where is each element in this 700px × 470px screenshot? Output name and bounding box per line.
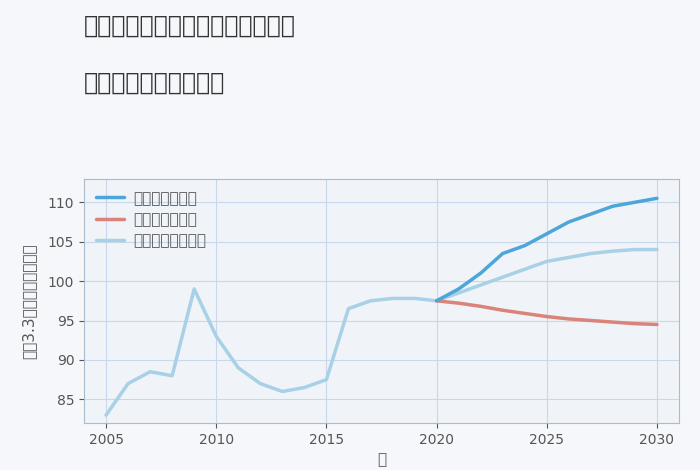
ノーマルシナリオ	[389, 296, 397, 301]
ノーマルシナリオ	[190, 286, 198, 292]
グッドシナリオ	[454, 286, 463, 292]
Y-axis label: 坪（3.3㎡）単価（万円）: 坪（3.3㎡）単価（万円）	[22, 243, 36, 359]
ノーマルシナリオ	[609, 248, 617, 254]
Line: バッドシナリオ: バッドシナリオ	[437, 301, 657, 324]
バッドシナリオ	[542, 314, 551, 320]
X-axis label: 年: 年	[377, 452, 386, 467]
ノーマルシナリオ	[631, 247, 639, 252]
Text: 愛知県清須市西枇杷島町下砂入の: 愛知県清須市西枇杷島町下砂入の	[84, 14, 296, 38]
バッドシナリオ	[631, 321, 639, 327]
グッドシナリオ	[653, 196, 662, 201]
グッドシナリオ	[631, 199, 639, 205]
ノーマルシナリオ	[300, 385, 309, 391]
グッドシナリオ	[433, 298, 441, 304]
ノーマルシナリオ	[542, 258, 551, 264]
バッドシナリオ	[433, 298, 441, 304]
グッドシナリオ	[565, 219, 573, 225]
Line: ノーマルシナリオ: ノーマルシナリオ	[106, 250, 657, 415]
バッドシナリオ	[477, 304, 485, 309]
バッドシナリオ	[498, 307, 507, 313]
グッドシナリオ	[587, 211, 595, 217]
ノーマルシナリオ	[168, 373, 176, 378]
ノーマルシナリオ	[454, 290, 463, 296]
ノーマルシナリオ	[256, 381, 265, 386]
ノーマルシナリオ	[366, 298, 375, 304]
ノーマルシナリオ	[146, 369, 154, 375]
ノーマルシナリオ	[344, 306, 353, 312]
ノーマルシナリオ	[565, 255, 573, 260]
バッドシナリオ	[609, 319, 617, 325]
ノーマルシナリオ	[498, 274, 507, 280]
グッドシナリオ	[498, 251, 507, 256]
ノーマルシナリオ	[124, 381, 132, 386]
ノーマルシナリオ	[102, 412, 110, 418]
ノーマルシナリオ	[322, 377, 330, 383]
グッドシナリオ	[609, 204, 617, 209]
ノーマルシナリオ	[521, 266, 529, 272]
ノーマルシナリオ	[410, 296, 419, 301]
グッドシナリオ	[521, 243, 529, 249]
ノーマルシナリオ	[212, 333, 220, 339]
ノーマルシナリオ	[587, 251, 595, 256]
バッドシナリオ	[587, 318, 595, 323]
バッドシナリオ	[521, 311, 529, 316]
Line: グッドシナリオ: グッドシナリオ	[437, 198, 657, 301]
グッドシナリオ	[542, 231, 551, 236]
Text: 中古戸建ての価格推移: 中古戸建ての価格推移	[84, 70, 225, 94]
バッドシナリオ	[454, 300, 463, 306]
ノーマルシナリオ	[234, 365, 242, 371]
グッドシナリオ	[477, 270, 485, 276]
バッドシナリオ	[565, 316, 573, 322]
ノーマルシナリオ	[433, 298, 441, 304]
ノーマルシナリオ	[653, 247, 662, 252]
Legend: グッドシナリオ, バッドシナリオ, ノーマルシナリオ: グッドシナリオ, バッドシナリオ, ノーマルシナリオ	[92, 186, 211, 253]
ノーマルシナリオ	[477, 282, 485, 288]
バッドシナリオ	[653, 321, 662, 327]
ノーマルシナリオ	[278, 389, 286, 394]
